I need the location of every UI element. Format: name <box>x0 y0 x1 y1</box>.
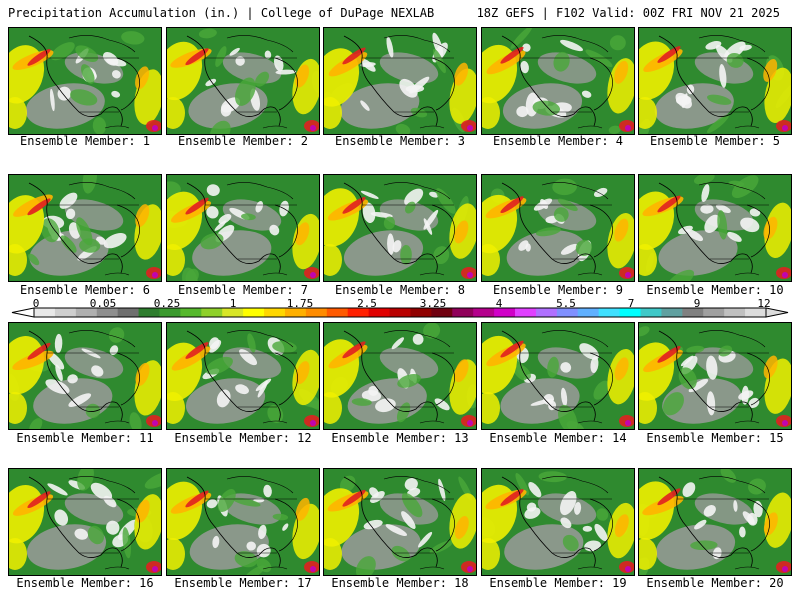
legend-color-cell <box>515 308 537 317</box>
legend-color-cell <box>180 308 202 317</box>
legend-color-cell <box>264 308 286 317</box>
ensemble-member-map-7 <box>166 174 320 282</box>
ensemble-member-label: Ensemble Member: 20 <box>646 576 784 590</box>
legend-color-cell <box>473 308 495 317</box>
legend-tick-label: 12 <box>757 297 771 310</box>
ensemble-member-map-20 <box>638 468 792 576</box>
legend-tick-label: 1 <box>229 297 237 310</box>
legend-color-cell <box>410 308 432 317</box>
ensemble-member-map-12 <box>166 322 320 430</box>
ensemble-member-label: Ensemble Member: 13 <box>331 431 469 445</box>
legend-color-cell <box>556 308 579 317</box>
legend-color-cell <box>598 308 621 317</box>
legend-tick-label: 4 <box>495 297 503 310</box>
ensemble-member-label: Ensemble Member: 14 <box>489 431 627 445</box>
ensemble-member-label: Ensemble Member: 4 <box>492 134 624 148</box>
legend-color-cell <box>138 308 160 317</box>
map-title: Precipitation Accumulation (in.) | Colle… <box>8 6 435 20</box>
ensemble-member-map-16 <box>8 468 162 576</box>
legend-color-cell <box>431 308 453 317</box>
color-scale-legend <box>0 296 800 320</box>
ensemble-member-map-3 <box>323 27 477 135</box>
ensemble-member-label: Ensemble Member: 5 <box>649 134 781 148</box>
ensemble-member-label: Ensemble Member: 6 <box>19 283 151 297</box>
legend-color-cell <box>661 308 683 317</box>
legend-color-cell <box>75 308 98 317</box>
legend-tick-label: 7 <box>627 297 635 310</box>
ensemble-member-label: Ensemble Member: 12 <box>174 431 312 445</box>
legend-tick-label: 1.75 <box>286 297 314 310</box>
ensemble-member-map-9 <box>481 174 635 282</box>
ensemble-member-label: Ensemble Member: 2 <box>177 134 309 148</box>
ensemble-member-label: Ensemble Member: 18 <box>331 576 469 590</box>
ensemble-member-map-10 <box>638 174 792 282</box>
ensemble-member-map-2 <box>166 27 320 135</box>
legend-color-cell <box>682 308 704 317</box>
ensemble-member-map-6 <box>8 174 162 282</box>
ensemble-member-map-14 <box>481 322 635 430</box>
ensemble-member-label: Ensemble Member: 3 <box>334 134 466 148</box>
legend-color-cell <box>389 308 411 317</box>
legend-color-cell <box>201 308 223 317</box>
ensemble-member-label: Ensemble Member: 17 <box>174 576 312 590</box>
legend-color-cell <box>452 308 474 317</box>
legend-tick-label: 9 <box>693 297 701 310</box>
legend-color-cell <box>96 308 119 317</box>
ensemble-member-map-17 <box>166 468 320 576</box>
ensemble-member-map-8 <box>323 174 477 282</box>
ensemble-member-label: Ensemble Member: 9 <box>492 283 624 297</box>
legend-color-cell <box>222 308 244 317</box>
run-valid-time: 18Z GEFS | F102 Valid: 00Z FRI NOV 21 20… <box>476 6 780 20</box>
legend-tick-label: 3.25 <box>419 297 447 310</box>
ensemble-member-map-11 <box>8 322 162 430</box>
ensemble-member-map-19 <box>481 468 635 576</box>
legend-color-cell <box>640 308 662 317</box>
ensemble-member-map-4 <box>481 27 635 135</box>
ensemble-member-map-1 <box>8 27 162 135</box>
ensemble-member-label: Ensemble Member: 15 <box>646 431 784 445</box>
legend-tick-label: 0.05 <box>89 297 117 310</box>
legend-color-cell <box>368 308 391 317</box>
legend-color-cell <box>703 308 725 317</box>
legend-color-cell <box>619 308 642 317</box>
legend-color-cell <box>494 308 516 317</box>
ensemble-member-label: Ensemble Member: 10 <box>646 283 784 297</box>
ensemble-member-map-5 <box>638 27 792 135</box>
ensemble-member-label: Ensemble Member: 19 <box>489 576 627 590</box>
legend-color-cell <box>724 308 746 317</box>
legend-tick-label: 2.5 <box>357 297 377 310</box>
legend-color-cell <box>117 308 140 317</box>
legend-tick-label: 5.5 <box>556 297 576 310</box>
legend-left-arrow <box>11 307 35 318</box>
legend-color-cell <box>34 308 56 317</box>
legend-color-cell <box>159 308 181 317</box>
legend-color-cell <box>577 308 600 317</box>
legend-color-cell <box>326 308 349 317</box>
ensemble-member-map-13 <box>323 322 477 430</box>
ensemble-member-label: Ensemble Member: 8 <box>334 283 466 297</box>
ensemble-member-label: Ensemble Member: 1 <box>19 134 151 148</box>
legend-color-cell <box>243 308 265 317</box>
ensemble-member-map-15 <box>638 322 792 430</box>
ensemble-member-label: Ensemble Member: 7 <box>177 283 309 297</box>
legend-tick-label: 0.25 <box>153 297 181 310</box>
ensemble-member-label: Ensemble Member: 16 <box>16 576 154 590</box>
legend-color-cell <box>347 308 370 317</box>
legend-color-cell <box>535 308 558 317</box>
legend-color-cell <box>305 308 328 317</box>
legend-tick-label: 0 <box>32 297 40 310</box>
legend-color-cell <box>284 308 307 317</box>
ensemble-member-map-18 <box>323 468 477 576</box>
legend-color-cell <box>745 308 767 317</box>
ensemble-member-label: Ensemble Member: 11 <box>16 431 154 445</box>
legend-color-cell <box>54 308 77 317</box>
